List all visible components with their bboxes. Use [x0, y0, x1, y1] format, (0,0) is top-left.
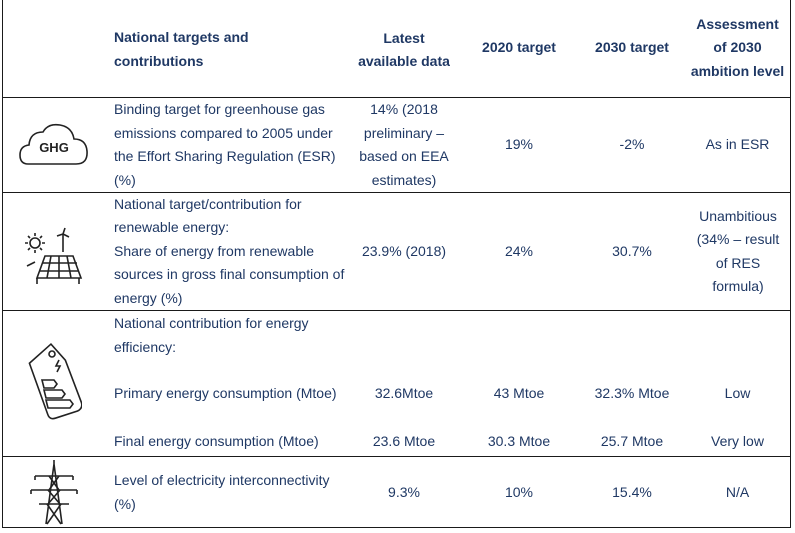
res-target-label: National target/contribution for renewab…	[114, 193, 354, 310]
final-latest-data: 23.6 Mtoe	[372, 433, 436, 450]
header-national-targets: National targets and contributions	[114, 29, 249, 69]
solar-wind-icon	[22, 226, 86, 286]
row-divider	[2, 456, 791, 457]
primary-latest-data: 32.6Mtoe	[374, 385, 434, 402]
interconnect-2030-target: 15.4%	[612, 483, 652, 500]
final-2020-target: 30.3 Mtoe	[487, 433, 551, 450]
interconnect-target-label: Level of electricity interconnectivity (…	[114, 472, 330, 512]
power-pylon-icon	[26, 458, 82, 526]
table-right-border	[790, 0, 791, 528]
table-left-border	[2, 0, 3, 528]
row-divider	[2, 310, 791, 311]
final-2030-target: 25.7 Mtoe	[600, 433, 664, 450]
primary-2030-target: 32.3% Mtoe	[594, 385, 670, 402]
interconnect-latest-data: 9.3%	[388, 483, 420, 500]
header-2030-target: 2030 target	[595, 39, 669, 56]
interconnect-2020-target: 10%	[504, 483, 534, 500]
res-assessment: Unambitious (34% – result of RES formula…	[696, 207, 780, 295]
primary-assessment: Low	[724, 385, 751, 402]
ghg-latest-data: 14% (2018 preliminary – based on EEA est…	[359, 101, 449, 188]
primary-energy-label: Primary energy consumption (Mtoe)	[114, 384, 337, 401]
res-target-title: National target/contribution for renewab…	[114, 195, 302, 236]
table-bottom-border	[2, 527, 791, 528]
ghg-assessment: As in ESR	[705, 136, 770, 153]
ghg-2030-target: -2%	[619, 136, 645, 153]
efficiency-heading: National contribution for energy efficie…	[114, 315, 309, 355]
primary-2020-target: 43 Mtoe	[493, 385, 545, 402]
row-divider	[2, 192, 791, 193]
res-2020-target: 24%	[504, 242, 534, 259]
final-assessment: Very low	[711, 433, 764, 450]
energy-label-icon	[24, 340, 84, 420]
row-divider	[2, 97, 791, 98]
ghg-icon-label: GHG	[39, 140, 69, 155]
header-latest-data: Latest available data	[358, 29, 450, 70]
final-energy-label: Final energy consumption (Mtoe)	[114, 433, 319, 450]
cloud-ghg-icon: GHG	[16, 118, 92, 172]
ghg-2020-target: 19%	[504, 136, 534, 153]
res-2030-target: 30.7%	[612, 242, 652, 259]
ghg-target-label: Binding target for greenhouse gas emissi…	[114, 101, 336, 188]
header-2020-target: 2020 target	[482, 39, 556, 56]
interconnect-assessment: N/A	[725, 483, 750, 500]
header-assessment: Assessment of 2030 ambition level	[690, 15, 785, 79]
res-target-description: Share of energy from renewable sources i…	[114, 242, 345, 306]
res-latest-data: 23.9% (2018)	[361, 242, 447, 259]
